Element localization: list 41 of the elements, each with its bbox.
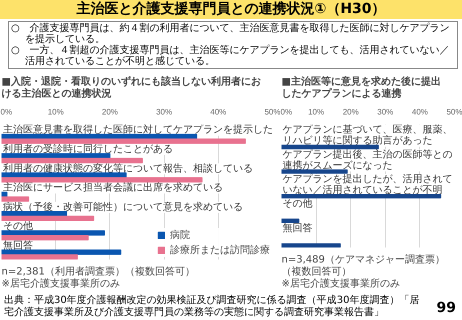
x-tick-label: 0% xyxy=(280,108,292,116)
x-tick-label: 0% xyxy=(0,108,12,116)
x-tick-label: 20% xyxy=(342,108,359,116)
text: ○ 一方、４割超の介護支援専門員は、主治医等にケアプランを提出しても、活用されていない／活用されていることが不明と感じている。 xyxy=(11,45,451,67)
y-tick-label: ケアプランに基づいて、医療、服薬、リハビリ等に関する助言があった xyxy=(282,124,453,147)
text: ※居宅介護支援事業所のみ xyxy=(282,278,400,290)
x-tick-label: 50% xyxy=(446,108,462,116)
y-tick-label: その他 xyxy=(3,220,34,232)
text: n=2,381（利用者調査票）（複数回答可） xyxy=(2,265,195,278)
bar xyxy=(2,254,78,260)
legend-label: 病院 xyxy=(170,228,190,242)
bar xyxy=(2,196,30,202)
y-tick-label: 利用者の受診時に同行したことがある xyxy=(3,142,174,155)
x-tick-label: 30% xyxy=(377,108,394,116)
text: 主治医と介護支援専門員との連携状況①（H30） xyxy=(0,0,462,19)
text: 99 xyxy=(436,300,456,316)
text: ○ 介護支援専門員は、約４割の利用者について、主治医意見書を取得した医師に対しケアプランを提示している。 xyxy=(11,23,451,45)
chart-title: ■入院・退院・看取りのいずれにも該当しない利用者における主治医との連携状況 xyxy=(2,75,261,100)
y-tick-label: 無回答 xyxy=(3,239,34,252)
x-tick-label: 40% xyxy=(412,108,428,116)
legend-label: 診療所または訪問診療 xyxy=(170,244,270,257)
y-tick-label: 主治医にサービス担当者会議に出席を求めている xyxy=(3,182,224,194)
x-tick-label: 30% xyxy=(156,108,172,116)
y-tick-label: ケアプラン提出後、主治の医師等との連携がスムーズになった xyxy=(282,148,453,172)
bar xyxy=(2,138,246,144)
bar xyxy=(2,216,94,222)
y-tick-label: その他 xyxy=(282,198,313,210)
source-note: 出典：平成30年度介護報酬改定の効果検証及び調査研究に係る調査（平成30年度調査）「居宅介護支援事業所及び介護支援専門員の業務等の実態に関する調査研究事業報告書」 xyxy=(4,295,420,319)
x-tick-label: 40% xyxy=(210,108,226,116)
text: n=3,489（ケアマネジャー調査票）（複数回答可） xyxy=(282,253,445,278)
bar xyxy=(2,250,122,255)
y-tick-label: 無回答 xyxy=(282,222,313,234)
y-tick-label: 主治医意見書を取得した医師に対してケアプランを提示した xyxy=(3,124,274,136)
x-tick-label: 50% xyxy=(264,108,281,116)
x-tick-label: 10% xyxy=(308,108,324,116)
bar xyxy=(2,192,8,198)
x-tick-label: 10% xyxy=(48,108,64,116)
x-tick-label: 20% xyxy=(102,108,118,116)
chart-title: ■主治医等に意見を求めた後に提出したケアプランによる連携 xyxy=(282,75,441,100)
bar xyxy=(2,234,89,240)
text: ※居宅介護支援事業所のみ xyxy=(2,278,120,290)
